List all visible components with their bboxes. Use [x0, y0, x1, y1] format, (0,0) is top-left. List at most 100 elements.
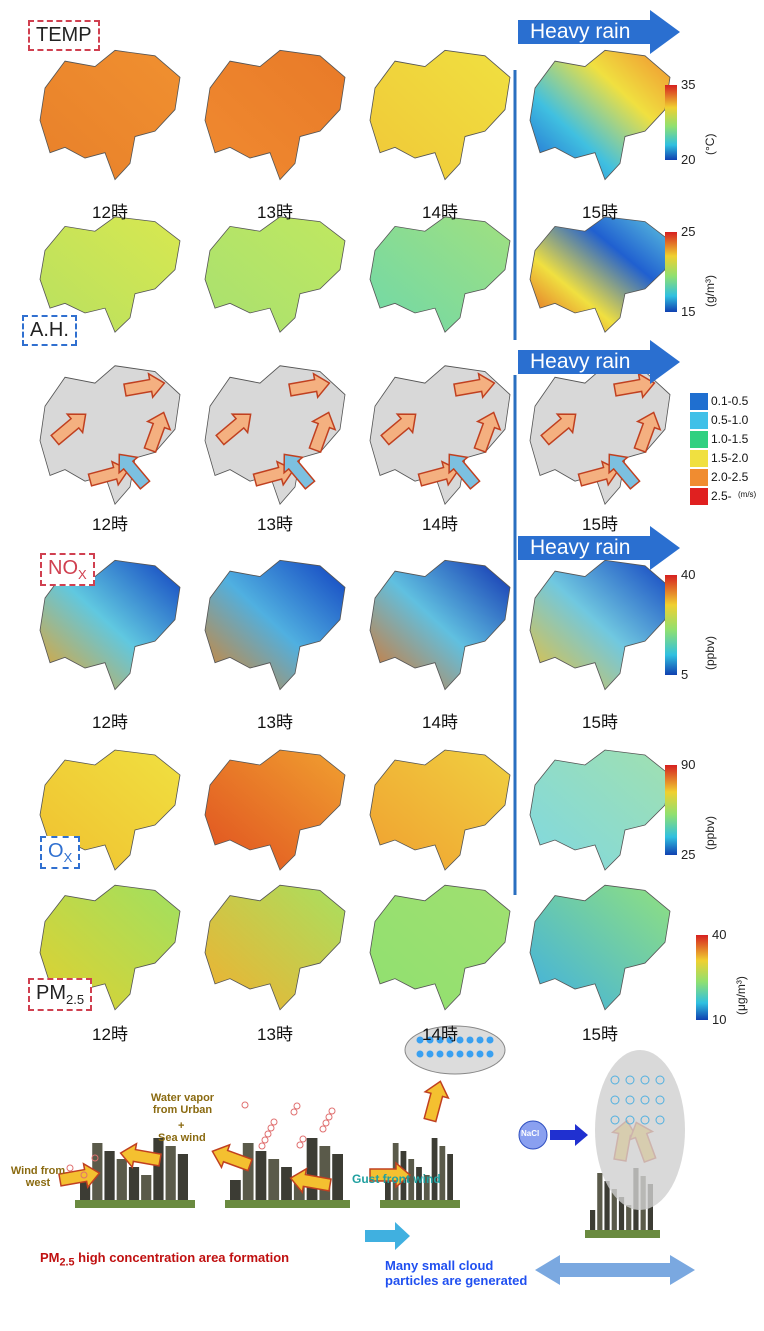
wind-legend-label: 2.5-	[711, 489, 732, 503]
caption-water-vapor: Water vapor from Urban	[150, 1092, 215, 1116]
panel-label: TEMP	[28, 20, 100, 51]
building	[590, 1210, 596, 1230]
district-map	[204, 216, 346, 333]
time-label: 15時	[582, 713, 618, 732]
wind-arrow	[423, 1080, 450, 1123]
heavy-rain-arrow	[518, 526, 680, 570]
colorbar-unit: (g/m³)	[703, 275, 717, 307]
wind-arrow	[58, 1162, 101, 1190]
time-label: 13時	[257, 203, 293, 222]
cloud-particle	[640, 1115, 650, 1125]
time-label: 12時	[92, 713, 128, 732]
building	[423, 1175, 430, 1200]
wind-arrow-shape	[380, 413, 417, 446]
building	[618, 1197, 625, 1230]
ground	[75, 1200, 195, 1208]
building	[611, 1189, 617, 1230]
colorbar-tick: 5	[681, 667, 689, 682]
particle	[319, 1125, 327, 1133]
building	[230, 1180, 241, 1200]
wind-arrow	[613, 372, 656, 400]
wind-legend-swatch	[690, 431, 708, 448]
district-map	[39, 49, 181, 181]
wind-arrow	[283, 453, 316, 490]
cloud-particle	[436, 1050, 444, 1058]
district-map	[39, 559, 181, 691]
cloud-particle	[426, 1050, 434, 1058]
cloud-particle	[610, 1115, 620, 1125]
colorbar-unit: (°C)	[703, 133, 717, 155]
particle	[322, 1119, 330, 1127]
caption-nacl: NaCl	[521, 1129, 540, 1138]
wind-arrow-shape	[308, 411, 337, 454]
building	[604, 1181, 610, 1230]
wind-arrow-shape	[448, 453, 481, 490]
colorbar-tick: 10	[712, 1012, 727, 1027]
panel-label-text: NO	[48, 557, 78, 579]
cloud-particle	[456, 1050, 464, 1058]
building	[255, 1151, 267, 1200]
heavy-rain-arrow	[518, 340, 680, 384]
building	[416, 1167, 422, 1200]
wind-arrow	[448, 453, 481, 490]
time-label: 15時	[582, 515, 618, 534]
wind-arrow-shape	[633, 411, 662, 454]
wind-arrow-shape	[119, 1142, 162, 1170]
building	[104, 1151, 115, 1200]
cloud-particle	[456, 1036, 464, 1044]
cloud-particle	[486, 1036, 494, 1044]
wind-arrow-shape	[423, 1080, 450, 1123]
panel-label-text: O	[48, 840, 64, 862]
particle	[66, 1164, 74, 1172]
panel-label: OX	[40, 836, 81, 869]
panel-label-sub: X	[63, 850, 73, 865]
wind-arrow	[289, 1167, 332, 1195]
colorbar-tick: 90	[681, 757, 696, 772]
colorbar-tick: 40	[712, 927, 727, 942]
building	[431, 1138, 438, 1200]
wind-arrow-shape	[143, 411, 172, 454]
wind-arrow-shape	[118, 453, 151, 490]
wind-arrow	[215, 413, 252, 446]
wind-legend-swatch	[690, 488, 708, 505]
district-map	[369, 749, 511, 871]
caption-gust: Gust front wind	[352, 1172, 441, 1186]
time-label: 14時	[422, 203, 458, 222]
particle	[299, 1135, 307, 1143]
cloud-particle	[426, 1036, 434, 1044]
wind-legend-swatch	[690, 393, 708, 410]
ground	[380, 1200, 460, 1208]
district-map	[369, 49, 511, 181]
wind-arrow-shape	[123, 372, 166, 400]
cloud-particle	[446, 1036, 454, 1044]
colorbar	[665, 575, 677, 675]
time-label: 14時	[422, 1025, 458, 1044]
wind-legend-label: 2.0-2.5	[711, 470, 749, 484]
panel-label: A.H.	[22, 315, 77, 346]
time-label: 15時	[582, 1025, 618, 1044]
particle	[328, 1107, 336, 1115]
building	[80, 1180, 91, 1200]
cloud-particle	[610, 1095, 620, 1105]
building	[153, 1138, 164, 1200]
caption-pm-sub: 2.5	[59, 1256, 75, 1269]
colorbar-tick: 35	[681, 77, 696, 92]
panel-label-text: TEMP	[36, 24, 92, 46]
district-map	[529, 884, 671, 1011]
building	[319, 1146, 331, 1200]
colorbar	[665, 232, 677, 312]
wind-legend-label: 0.1-0.5	[711, 394, 749, 408]
nacl-arrow	[550, 1124, 588, 1146]
building	[597, 1173, 603, 1230]
wind-legend-unit: (m/s)	[738, 490, 757, 499]
colorbar-tick: 25	[681, 847, 696, 862]
particle	[258, 1142, 266, 1150]
cloud-particle	[625, 1115, 635, 1125]
time-label: 13時	[257, 713, 293, 732]
heavy-rain-arrow	[518, 10, 680, 54]
particle	[80, 1171, 88, 1179]
wind-arrow-shape	[540, 413, 577, 446]
cloud	[595, 1050, 685, 1210]
